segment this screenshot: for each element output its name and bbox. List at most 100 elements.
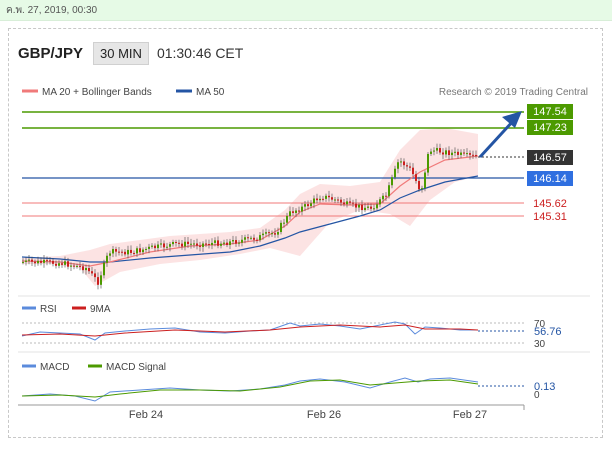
candle-body bbox=[160, 243, 162, 245]
candle-body bbox=[154, 245, 156, 249]
candle-body bbox=[43, 259, 45, 263]
candle-body bbox=[310, 203, 312, 207]
candle-body bbox=[193, 243, 195, 245]
rsi-ma-legend-label: 9MA bbox=[90, 304, 111, 315]
research-credit: Research © 2019 Trading Central bbox=[439, 87, 588, 98]
candle-body bbox=[418, 180, 420, 190]
candle-body bbox=[286, 215, 288, 223]
candle-body bbox=[94, 273, 96, 278]
candle-body bbox=[313, 198, 315, 204]
candle-body bbox=[130, 249, 132, 253]
candle-body bbox=[52, 260, 54, 264]
x-tick-label: Feb 24 bbox=[129, 409, 163, 421]
candle-body bbox=[37, 260, 39, 264]
time-label: 01:30:46 CET bbox=[156, 45, 244, 61]
rsi-line bbox=[21, 321, 478, 341]
candle-body bbox=[247, 237, 249, 239]
candle-body bbox=[304, 204, 306, 207]
candle-body bbox=[433, 150, 435, 152]
candle-body bbox=[379, 199, 381, 205]
candle-body bbox=[115, 249, 117, 252]
candle-body bbox=[178, 242, 180, 244]
candle-body bbox=[253, 237, 255, 240]
candle-body bbox=[241, 239, 243, 243]
candle-body bbox=[226, 242, 228, 246]
candle-body bbox=[196, 243, 198, 246]
candle-body bbox=[382, 195, 384, 200]
price-candles bbox=[22, 143, 477, 290]
candle-body bbox=[214, 240, 216, 243]
candle-body bbox=[274, 233, 276, 235]
target2-value: 147.54 bbox=[533, 106, 567, 118]
timeframe-badge[interactable]: 30 MIN bbox=[93, 41, 149, 65]
candle-body bbox=[397, 162, 399, 169]
candle-body bbox=[31, 259, 33, 262]
candle-body bbox=[331, 197, 333, 200]
rsi-legend-label: RSI bbox=[40, 304, 57, 315]
timestamp-bar: ค.พ. 27, 2019, 00:30 bbox=[0, 0, 612, 21]
candle-body bbox=[88, 267, 90, 272]
candle-body bbox=[367, 206, 369, 208]
candle-body bbox=[307, 204, 309, 207]
candle-body bbox=[157, 244, 159, 249]
candle-body bbox=[325, 195, 327, 199]
candle-body bbox=[190, 243, 192, 245]
candle-body bbox=[79, 265, 81, 267]
candle-body bbox=[82, 266, 84, 271]
candle-body bbox=[292, 211, 294, 213]
candle-body bbox=[112, 249, 114, 254]
chart-header: GBP/JPY 30 MIN 01:30:46 CET bbox=[18, 40, 243, 66]
candle-body bbox=[439, 148, 441, 153]
macd-value: 0.13 bbox=[534, 381, 555, 393]
candle-body bbox=[391, 177, 393, 186]
candle-body bbox=[163, 243, 165, 248]
candle-body bbox=[268, 232, 270, 234]
candle-body bbox=[148, 246, 150, 249]
candle-body bbox=[469, 153, 471, 155]
candle-body bbox=[184, 241, 186, 247]
candle-body bbox=[460, 152, 462, 155]
candle-body bbox=[67, 261, 69, 267]
candle-body bbox=[316, 198, 318, 201]
candle-body bbox=[412, 167, 414, 175]
candle-body bbox=[373, 208, 375, 210]
candle-body bbox=[319, 198, 321, 201]
candle-body bbox=[265, 232, 267, 234]
candle-body bbox=[400, 161, 402, 163]
candle-body bbox=[328, 195, 330, 198]
candle-body bbox=[238, 242, 240, 244]
candle-body bbox=[334, 199, 336, 201]
candle-body bbox=[205, 243, 207, 245]
candle-body bbox=[352, 202, 354, 204]
candle-body bbox=[142, 249, 144, 253]
candle-body bbox=[337, 199, 339, 201]
candle-body bbox=[232, 240, 234, 242]
candle-body bbox=[349, 201, 351, 203]
candle-body bbox=[55, 263, 57, 266]
candle-body bbox=[208, 243, 210, 245]
candle-body bbox=[172, 241, 174, 245]
candle-body bbox=[358, 204, 360, 208]
candle-body bbox=[85, 267, 87, 271]
candle-body bbox=[355, 203, 357, 208]
timestamp: ค.พ. 27, 2019, 00:30 bbox=[6, 5, 98, 16]
candle-body bbox=[187, 241, 189, 244]
target1-value: 147.23 bbox=[533, 122, 567, 134]
candle-body bbox=[454, 151, 456, 153]
rsi-upper-value: 70 bbox=[534, 319, 546, 330]
candle-body bbox=[445, 150, 447, 155]
candle-body bbox=[442, 152, 444, 155]
candle-body bbox=[103, 262, 105, 276]
target2-badge bbox=[527, 104, 573, 119]
candle-body bbox=[217, 240, 219, 246]
candle-body bbox=[58, 263, 60, 266]
candle-body bbox=[25, 260, 27, 262]
projection-arrow-head bbox=[502, 111, 522, 128]
candle-body bbox=[121, 251, 123, 253]
candle-body bbox=[385, 195, 387, 197]
candle-body bbox=[343, 202, 345, 205]
candle-body bbox=[277, 232, 279, 235]
candle-body bbox=[361, 204, 363, 211]
candle-body bbox=[169, 244, 171, 247]
candle-body bbox=[409, 166, 411, 168]
